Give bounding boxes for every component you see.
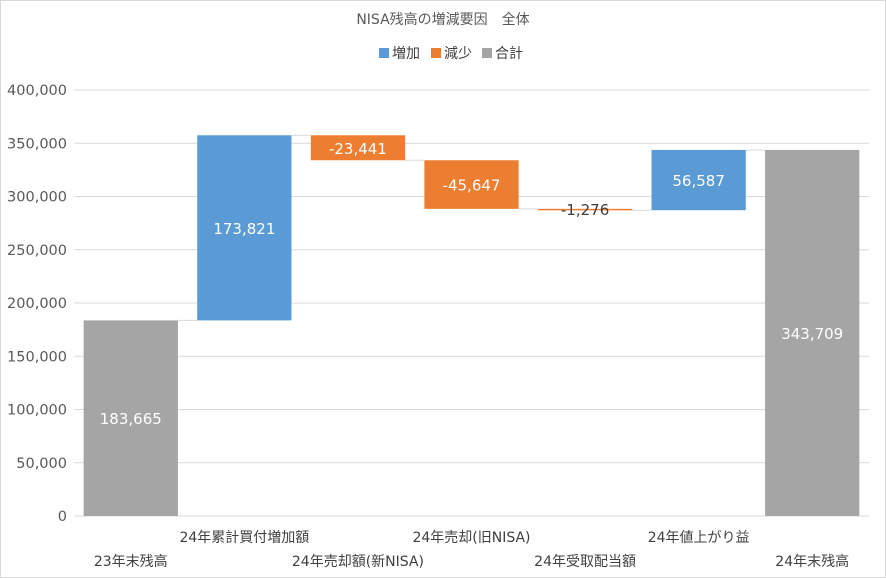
data-label: 173,821	[213, 220, 275, 238]
legend-label: 減少	[444, 45, 472, 62]
y-tick-label: 50,000	[16, 456, 67, 472]
legend-item: 合計	[482, 46, 523, 62]
legend: 増加 減少 合計	[379, 45, 523, 62]
y-axis: 0 50,000 100,000 150,000 200,000 250,000 300,0…	[7, 83, 67, 525]
y-tick-label: 400,000	[7, 83, 67, 99]
y-tick-label: 100,000	[7, 403, 67, 419]
data-label: 183,665	[100, 410, 162, 428]
data-label: -1,276	[561, 201, 609, 219]
bar-decrease	[424, 160, 519, 209]
legend-label: 合計	[495, 46, 523, 62]
legend-swatch	[379, 48, 389, 58]
y-tick-label: 350,000	[7, 136, 67, 152]
legend-label: 増加	[392, 46, 420, 62]
data-labels: 183,665 173,821 -23,441 -45,647 -1,276 56,587…	[100, 140, 843, 428]
data-label: 343,709	[781, 325, 843, 343]
x-category-label: 24年受取配当額	[534, 554, 636, 570]
x-category-label: 24年値上がり益	[648, 530, 750, 546]
data-label: -45,647	[443, 177, 501, 195]
x-axis: 23年末残高 24年累計買付増加額 24年売却額(新NISA) 24年売却(旧NISA…	[94, 530, 849, 570]
bar-decrease	[537, 208, 633, 211]
gridlines	[74, 89, 869, 517]
y-tick-label: 300,000	[7, 190, 67, 206]
legend-item: 増加	[379, 46, 420, 62]
bar-increase	[197, 135, 292, 321]
y-tick-label: 250,000	[7, 243, 67, 259]
x-category-label: 24年売却(旧NISA)	[412, 530, 530, 546]
x-category-label: 23年末残高	[94, 553, 168, 570]
legend-swatch	[482, 48, 492, 58]
y-tick-label: 0	[58, 509, 67, 525]
legend-swatch	[431, 48, 441, 58]
x-category-label: 24年累計買付増加額	[179, 530, 309, 546]
bar-total	[83, 320, 178, 516]
data-label: 56,587	[672, 172, 725, 190]
connector-lines	[177, 134, 766, 321]
x-category-label: 24年売却額(新NISA)	[292, 554, 424, 570]
x-category-label: 24年末残高	[775, 553, 849, 570]
legend-item: 減少	[431, 45, 472, 62]
bar-increase	[651, 149, 746, 211]
data-label: -23,441	[329, 140, 387, 158]
bars	[83, 135, 860, 516]
bar-decrease	[310, 135, 406, 161]
bar-total	[765, 149, 860, 516]
chart-title: NISA残高の増減要因 全体	[356, 11, 529, 28]
y-tick-label: 150,000	[7, 349, 67, 365]
y-tick-label: 200,000	[7, 296, 67, 312]
